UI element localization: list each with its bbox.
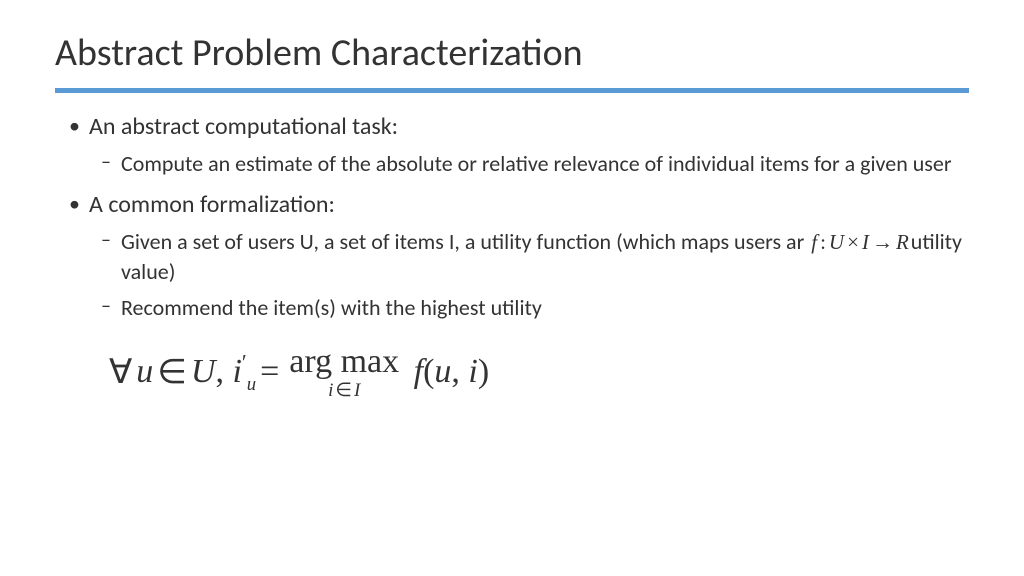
- i-prime-sub-u: i′u: [232, 353, 256, 391]
- in-symbol: ∈: [153, 352, 191, 392]
- sub-set-I: I: [354, 380, 360, 401]
- forall-symbol: ∀: [105, 352, 136, 392]
- argmax-label: arg max: [289, 345, 399, 379]
- arg-u: u: [434, 353, 451, 391]
- comma: ,: [215, 353, 224, 391]
- sub-bullet-text-prefix: Given a set of users U, a set of items I…: [121, 228, 809, 255]
- sub-bullet-item: Recommend the item(s) with the highest u…: [89, 293, 969, 323]
- bullet-text: An abstract computational task:: [89, 112, 398, 141]
- sub-bullet-text: Compute an estimate of the absolute or r…: [121, 150, 952, 177]
- arg-comma: ,: [451, 353, 460, 391]
- sub-bullet-list: Compute an estimate of the absolute or r…: [89, 149, 969, 179]
- equals-symbol: =: [256, 353, 283, 391]
- slide-content: An abstract computational task: Compute …: [55, 111, 969, 400]
- var-i: i: [232, 353, 241, 390]
- sub-in-symbol: ∈: [333, 380, 354, 401]
- bullet-item: A common formalization: Given a set of u…: [61, 189, 969, 322]
- inline-formula: f:U×I→R: [809, 230, 911, 254]
- bullet-list: An abstract computational task: Compute …: [61, 111, 969, 323]
- sub-bullet-item: Given a set of users U, a set of items I…: [89, 227, 969, 286]
- title-divider: [55, 88, 969, 93]
- sub-bullet-list: Given a set of users U, a set of items I…: [89, 227, 969, 322]
- argmax-subscript: i∈I: [328, 381, 360, 400]
- var-u: u: [136, 353, 153, 391]
- lparen: (: [423, 353, 434, 391]
- slide-title: Abstract Problem Characterization: [55, 30, 969, 76]
- rparen: ): [478, 353, 489, 391]
- set-U: U: [191, 353, 216, 391]
- arg-i: i: [468, 353, 477, 391]
- prime-mark: ′: [242, 350, 247, 375]
- sub-bullet-text: Recommend the item(s) with the highest u…: [121, 294, 542, 321]
- display-formula: ∀u ∈ U, i′u = arg max i∈I f(u, i): [105, 345, 969, 400]
- bullet-item: An abstract computational task: Compute …: [61, 111, 969, 179]
- func-f: f: [414, 353, 423, 391]
- sub-bullet-item: Compute an estimate of the absolute or r…: [89, 149, 969, 179]
- argmax-operator: arg max i∈I: [289, 345, 399, 400]
- subscript-u: u: [247, 374, 256, 395]
- bullet-text: A common formalization:: [89, 190, 335, 219]
